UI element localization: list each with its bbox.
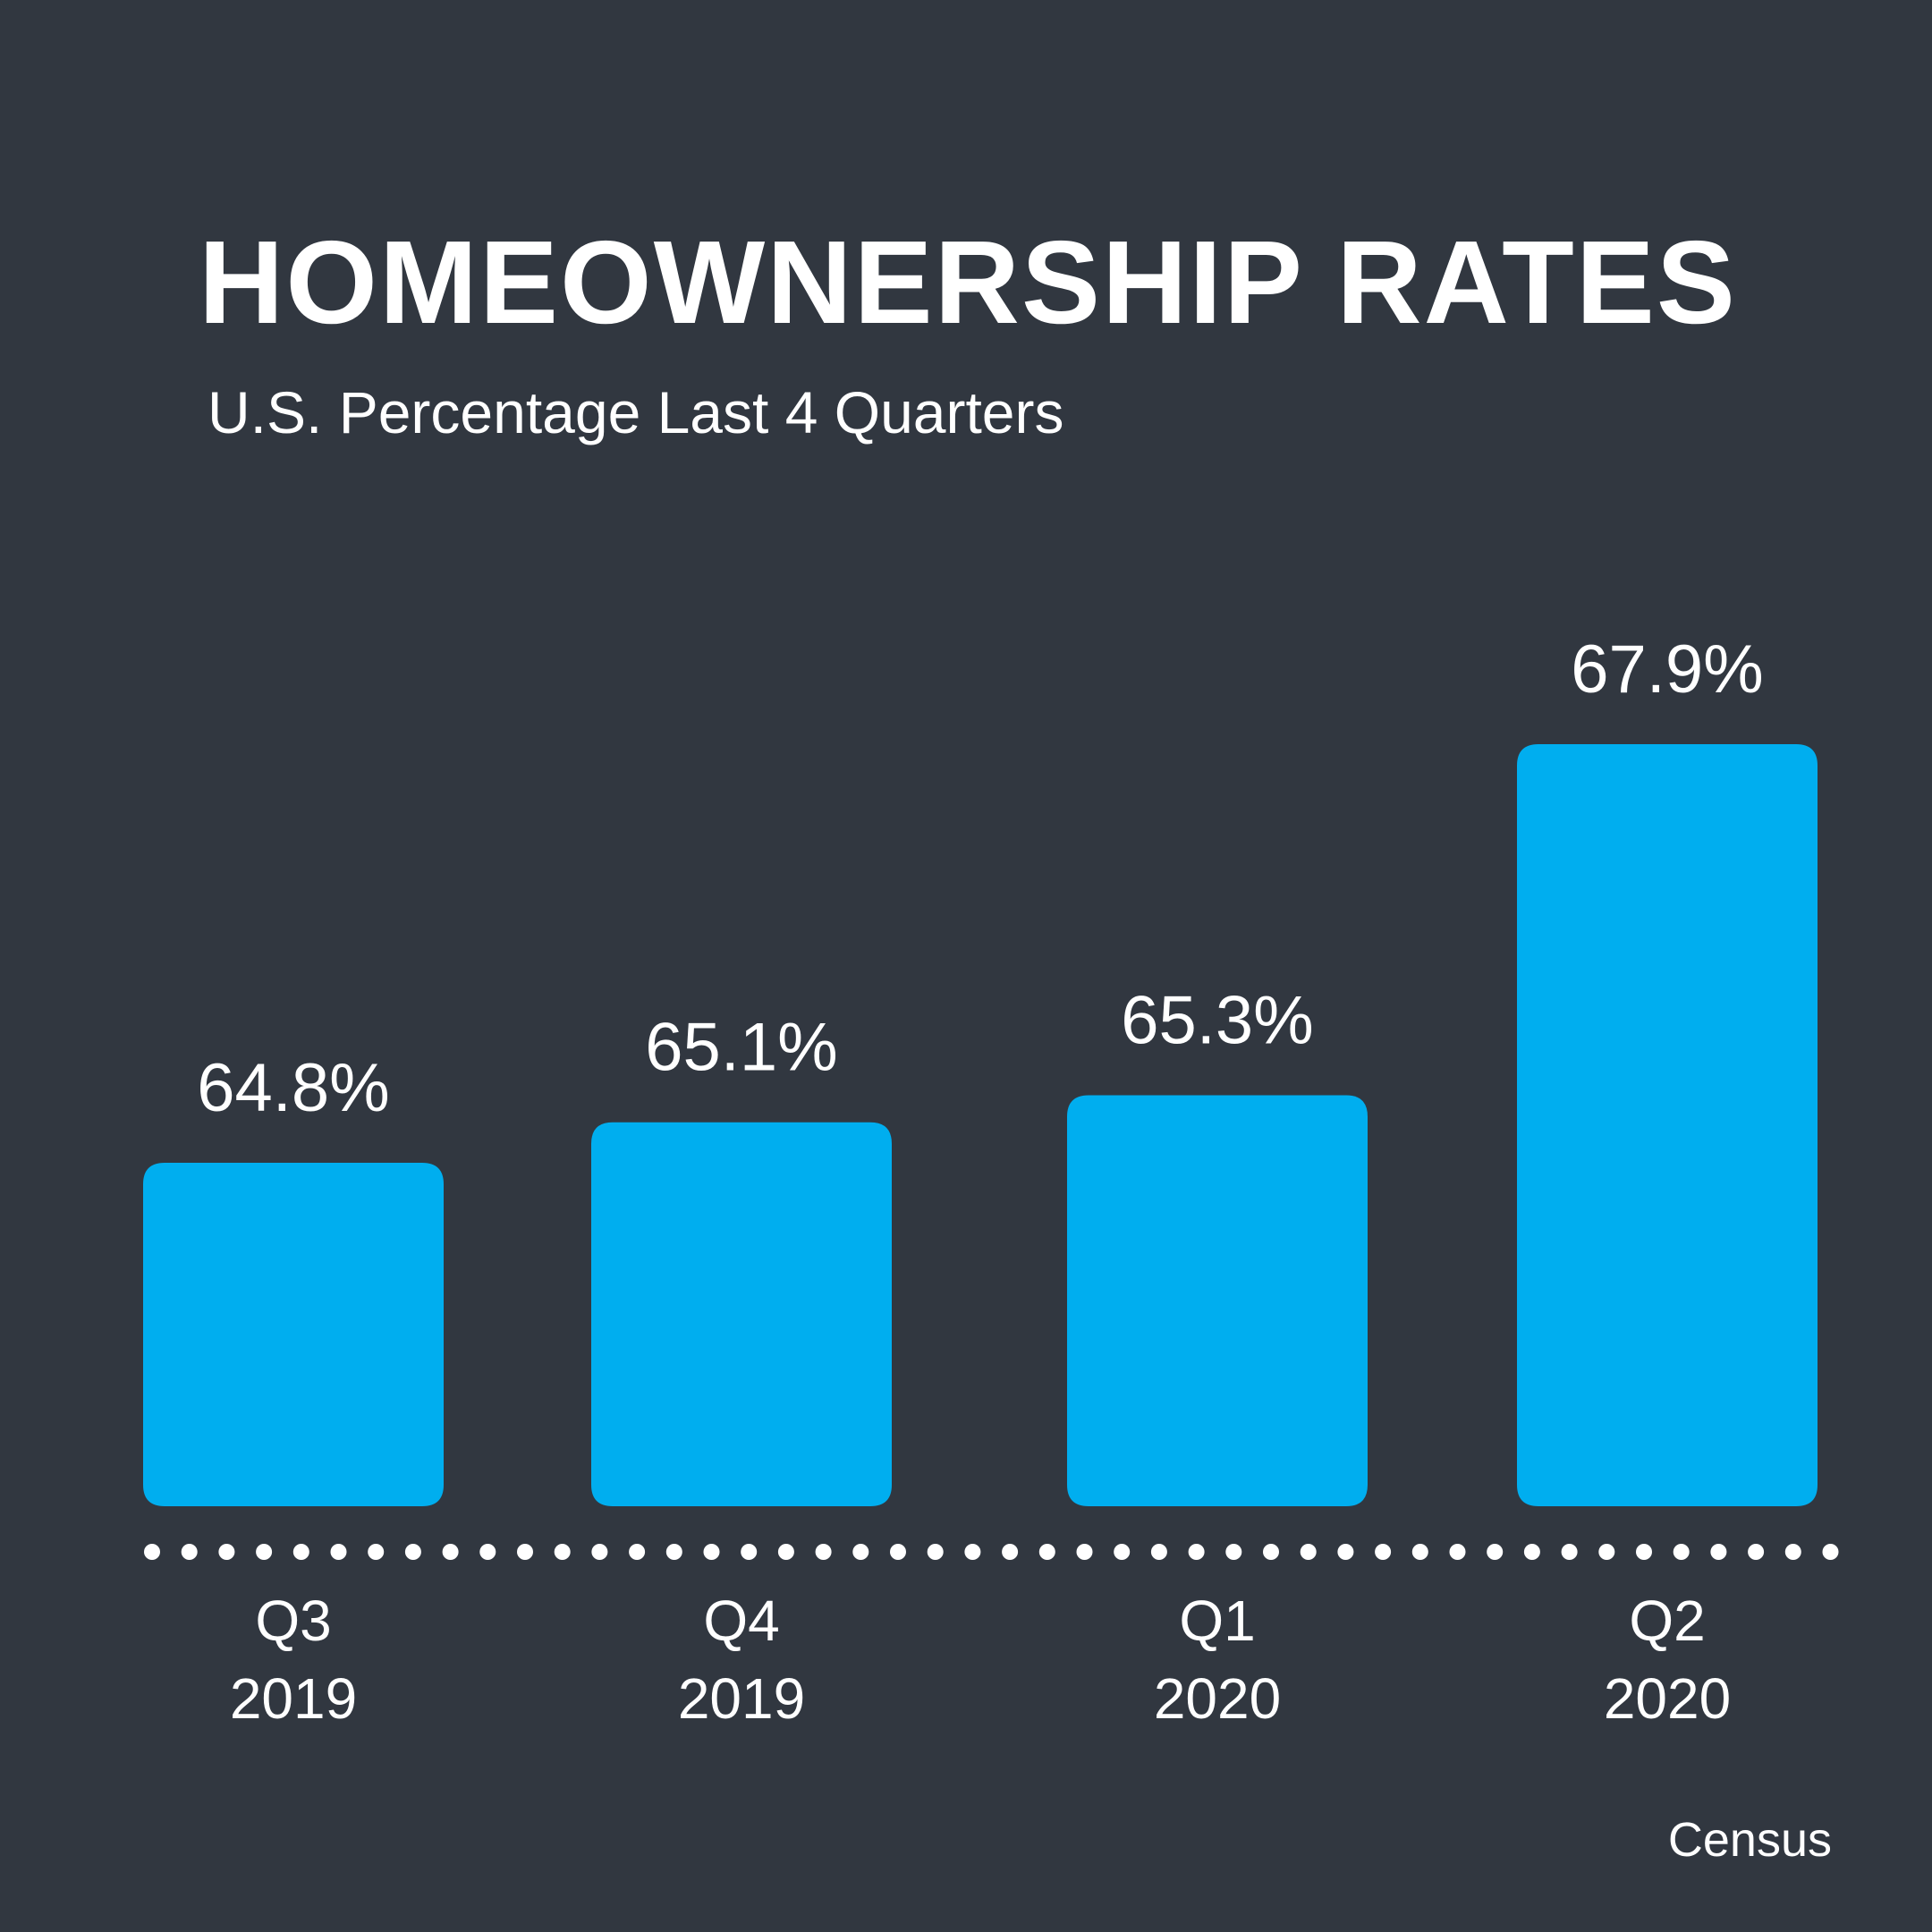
baseline-dot (1636, 1544, 1652, 1560)
value-labels-group: 64.8% 65.1% 65.3% 67.9% (197, 631, 1764, 1126)
baseline-dot (442, 1544, 459, 1560)
bars-group (143, 744, 1818, 1506)
baseline-dot (144, 1544, 160, 1560)
baseline-dot (1710, 1544, 1727, 1560)
baseline-dot (964, 1544, 981, 1560)
baseline-dot (815, 1544, 832, 1560)
baseline-dot (777, 1544, 794, 1560)
category-label-year: 2020 (1604, 1666, 1731, 1731)
value-label: 65.3% (1121, 983, 1314, 1059)
baseline-dot (554, 1544, 571, 1560)
chart-title: HOMEOWNERSHIP RATES (199, 216, 1737, 348)
baseline-dot (1748, 1544, 1765, 1560)
category-label-quarter: Q1 (1179, 1589, 1255, 1653)
baseline-dot (665, 1544, 682, 1560)
baseline-dot (1337, 1544, 1354, 1560)
baseline-dot (368, 1544, 385, 1560)
category-label-year: 2019 (678, 1666, 805, 1731)
baseline-dot (1784, 1544, 1801, 1560)
baseline-dot (1822, 1544, 1839, 1560)
category-label-quarter: Q4 (703, 1589, 779, 1653)
bar-q2-2020 (1517, 744, 1818, 1506)
baseline-dot (1225, 1544, 1242, 1560)
baseline-dot (479, 1544, 496, 1560)
category-label-year: 2019 (230, 1666, 357, 1731)
baseline-dot (517, 1544, 533, 1560)
baseline-dot (1561, 1544, 1578, 1560)
baseline-dot (1076, 1544, 1093, 1560)
baseline-dot (1449, 1544, 1466, 1560)
baseline-dot (1673, 1544, 1690, 1560)
category-labels-group: Q3 2019 Q4 2019 Q1 2020 Q2 2020 (230, 1589, 1731, 1731)
baseline-dot (330, 1544, 347, 1560)
bar-q3-2019 (143, 1163, 444, 1506)
baseline-dot (1188, 1544, 1205, 1560)
category-label-quarter: Q2 (1629, 1589, 1705, 1653)
baseline-dot (1375, 1544, 1392, 1560)
baseline-dot (404, 1544, 421, 1560)
baseline-dot (591, 1544, 608, 1560)
baseline-dot (218, 1544, 235, 1560)
category-label-year: 2020 (1154, 1666, 1281, 1731)
baseline-dot (890, 1544, 906, 1560)
chart-subtitle: U.S. Percentage Last 4 Quarters (208, 379, 1064, 445)
baseline-dot (629, 1544, 646, 1560)
baseline-dot (703, 1544, 720, 1560)
value-label: 67.9% (1571, 631, 1764, 708)
bar-q1-2020 (1067, 1095, 1368, 1506)
baseline-dot (1114, 1544, 1131, 1560)
baseline-dot (927, 1544, 944, 1560)
baseline-dot (1523, 1544, 1540, 1560)
dotted-baseline (144, 1544, 1839, 1560)
baseline-dot (1150, 1544, 1167, 1560)
baseline-dot (1411, 1544, 1428, 1560)
baseline-dot (852, 1544, 869, 1560)
baseline-dot (1263, 1544, 1279, 1560)
baseline-dot (1598, 1544, 1615, 1560)
category-label-quarter: Q3 (255, 1589, 331, 1653)
baseline-dot (292, 1544, 309, 1560)
baseline-dot (1038, 1544, 1055, 1560)
baseline-dot (741, 1544, 758, 1560)
source-label: Census (1667, 1813, 1832, 1867)
baseline-dot (1002, 1544, 1019, 1560)
baseline-dot (1300, 1544, 1317, 1560)
baseline-dot (1487, 1544, 1504, 1560)
value-label: 64.8% (197, 1050, 390, 1126)
baseline-dot (256, 1544, 273, 1560)
bar-q4-2019 (591, 1122, 892, 1506)
value-label: 65.1% (645, 1010, 838, 1086)
baseline-dot (181, 1544, 198, 1560)
